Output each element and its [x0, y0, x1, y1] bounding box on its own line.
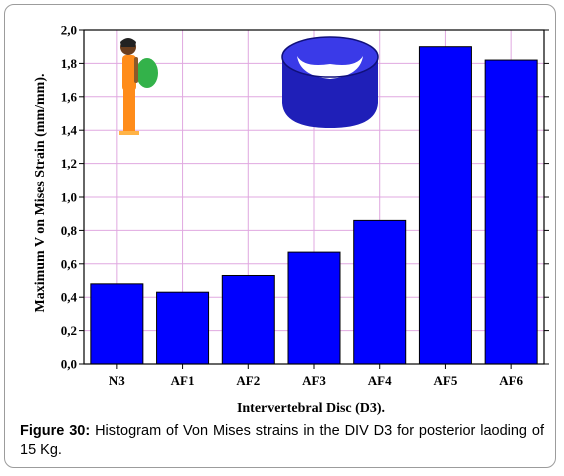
axes — [79, 29, 549, 369]
x-tick-label: AF4 — [368, 373, 392, 388]
y-tick-label: 0,8 — [61, 223, 78, 238]
y-tick-label: 0,6 — [61, 256, 78, 271]
bar-n3 — [90, 283, 144, 365]
bar-af6 — [484, 59, 538, 365]
y-tick-label: 0,2 — [61, 323, 77, 338]
bar-af1 — [156, 291, 210, 365]
y-tick-label: 1,8 — [61, 56, 78, 71]
caption-text: Histogram of Von Mises strains in the DI… — [20, 423, 544, 458]
caption-label: Figure 30: — [20, 423, 91, 439]
figure-caption: Figure 30: Histogram of Von Mises strain… — [20, 422, 544, 460]
bar-series — [90, 46, 538, 365]
bar-af2 — [221, 274, 275, 365]
bar-chart: 0,0 0,2 0,4 0,6 0,8 1,0 1,2 1,4 1,6 1,8 2,0 N3 AF1 AF… — [33, 23, 549, 416]
y-tick-label: 1,0 — [61, 190, 77, 205]
y-tick-label: 1,4 — [61, 123, 78, 138]
x-tick-label: AF5 — [434, 373, 458, 388]
x-tick-label: AF3 — [302, 373, 326, 388]
y-tick-label: 2,0 — [61, 23, 77, 38]
x-tick-label: AF6 — [499, 373, 523, 388]
x-tick-label: AF2 — [236, 373, 260, 388]
y-tick-label: 1,6 — [61, 89, 78, 104]
y-tick-label: 0,4 — [61, 290, 78, 305]
bar-af4 — [353, 219, 407, 365]
y-tick-label: 0,0 — [61, 357, 77, 372]
person-carrying-backpack-icon — [119, 38, 158, 135]
x-tick-label: N3 — [109, 373, 125, 388]
x-axis-title: Intervertebral Disc (D3). — [237, 401, 385, 416]
x-tick-label: AF1 — [171, 373, 195, 388]
y-axis-title: Maximum V on Mises Strain (mm/mm). — [33, 73, 48, 312]
bar-af5 — [418, 46, 472, 365]
tick-labels: 0,0 0,2 0,4 0,6 0,8 1,0 1,2 1,4 1,6 1,8 2,0 N3 AF1 AF… — [61, 23, 524, 389]
bar-af3 — [287, 251, 341, 365]
y-tick-label: 1,2 — [61, 156, 77, 171]
intervertebral-disc-3d-icon — [281, 36, 379, 128]
